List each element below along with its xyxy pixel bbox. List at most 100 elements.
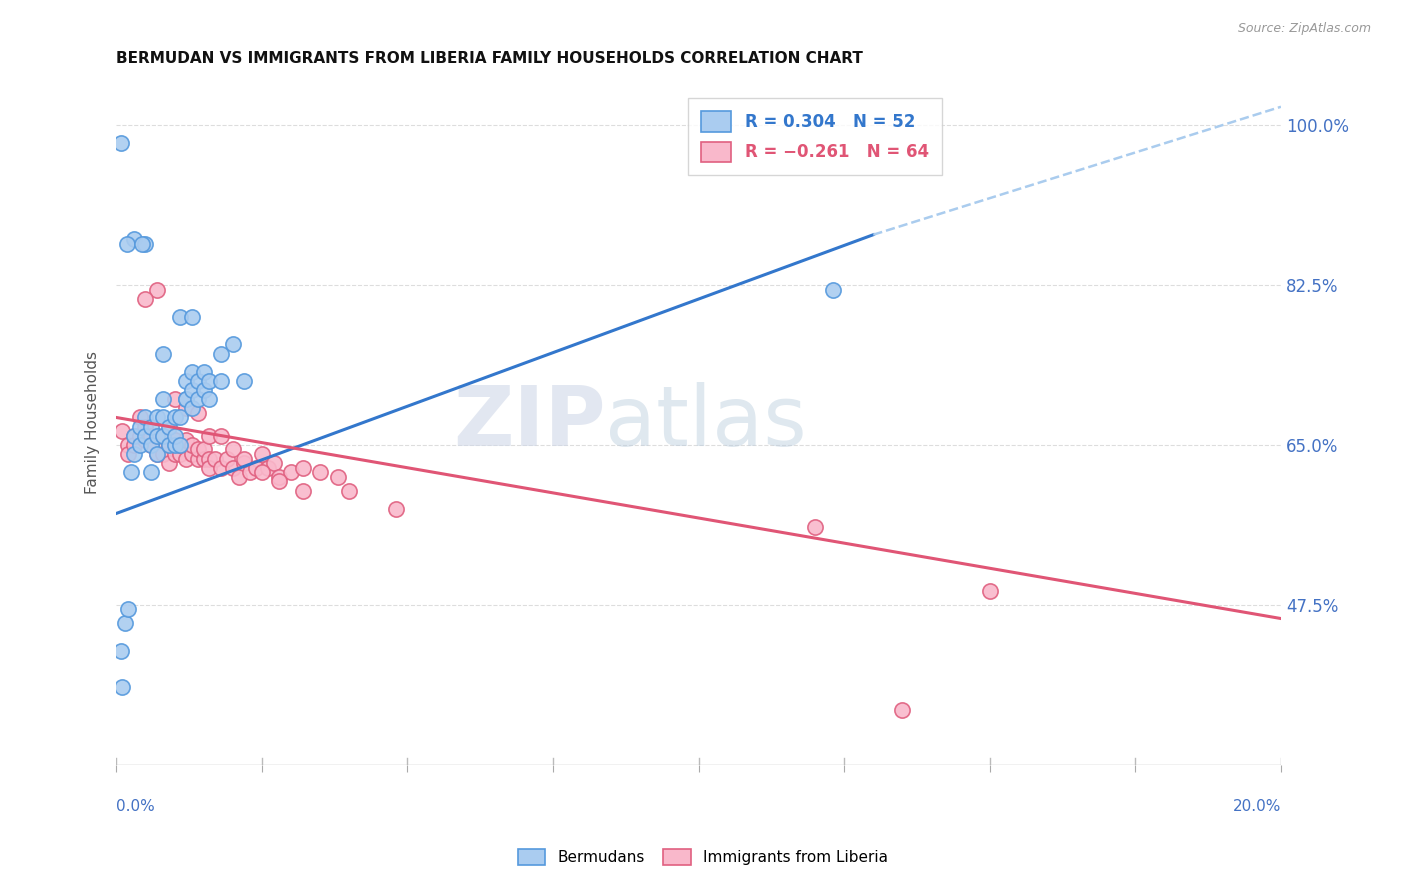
Point — [122, 447, 145, 461]
Point — [193, 383, 215, 397]
Legend: R = 0.304   N = 52, R = −0.261   N = 64: R = 0.304 N = 52, R = −0.261 N = 64 — [688, 98, 942, 176]
Point — [204, 451, 226, 466]
Text: 20.0%: 20.0% — [1233, 799, 1281, 814]
Point — [134, 236, 156, 251]
Point — [146, 283, 169, 297]
Point — [181, 310, 204, 324]
Point — [114, 616, 136, 631]
Point — [187, 392, 209, 407]
Point — [174, 401, 197, 416]
Point — [152, 346, 174, 360]
Point — [291, 460, 314, 475]
Point — [228, 470, 250, 484]
Point — [152, 447, 174, 461]
Point — [215, 451, 238, 466]
Point — [163, 410, 186, 425]
Point — [291, 483, 314, 498]
Point — [198, 429, 221, 443]
Point — [122, 429, 145, 443]
Point — [181, 401, 204, 416]
Point — [174, 374, 197, 388]
Point — [174, 392, 197, 407]
Point — [110, 643, 132, 657]
Point — [122, 232, 145, 246]
Point — [111, 424, 134, 438]
Point — [117, 602, 139, 616]
Point — [250, 466, 273, 480]
Point — [233, 456, 256, 470]
Point — [269, 470, 291, 484]
Point — [385, 501, 408, 516]
Text: BERMUDAN VS IMMIGRANTS FROM LIBERIA FAMILY HOUSEHOLDS CORRELATION CHART: BERMUDAN VS IMMIGRANTS FROM LIBERIA FAMI… — [117, 51, 863, 66]
Point — [146, 429, 169, 443]
Point — [169, 438, 191, 452]
Point — [157, 438, 180, 452]
Point — [157, 438, 180, 452]
Point — [326, 470, 349, 484]
Point — [174, 434, 197, 448]
Point — [141, 419, 163, 434]
Point — [181, 383, 204, 397]
Point — [169, 447, 191, 461]
Point — [146, 447, 169, 461]
Point — [174, 451, 197, 466]
Point — [152, 392, 174, 407]
Point — [110, 136, 132, 151]
Point — [134, 410, 156, 425]
Point — [163, 392, 186, 407]
Point — [209, 460, 232, 475]
Point — [152, 429, 174, 443]
Point — [979, 584, 1001, 599]
Point — [115, 236, 138, 251]
Point — [181, 365, 204, 379]
Point — [141, 438, 163, 452]
Point — [193, 451, 215, 466]
Point — [250, 447, 273, 461]
Point — [157, 456, 180, 470]
Text: 0.0%: 0.0% — [117, 799, 155, 814]
Point — [233, 374, 256, 388]
Text: Source: ZipAtlas.com: Source: ZipAtlas.com — [1237, 22, 1371, 36]
Point — [309, 466, 332, 480]
Point — [187, 406, 209, 420]
Point — [269, 475, 291, 489]
Point — [163, 429, 186, 443]
Point — [146, 429, 169, 443]
Point — [821, 283, 844, 297]
Point — [209, 429, 232, 443]
Point — [146, 447, 169, 461]
Point — [198, 392, 221, 407]
Point — [198, 374, 221, 388]
Point — [163, 447, 186, 461]
Point — [120, 466, 142, 480]
Point — [128, 419, 150, 434]
Point — [245, 460, 267, 475]
Point — [263, 456, 285, 470]
Point — [152, 410, 174, 425]
Point — [222, 442, 245, 457]
Point — [198, 460, 221, 475]
Point — [804, 520, 827, 534]
Point — [187, 442, 209, 457]
Y-axis label: Family Households: Family Households — [86, 351, 100, 493]
Point — [134, 434, 156, 448]
Point — [122, 438, 145, 452]
Point — [134, 429, 156, 443]
Legend: Bermudans, Immigrants from Liberia: Bermudans, Immigrants from Liberia — [512, 843, 894, 871]
Text: atlas: atlas — [606, 382, 807, 463]
Point — [111, 680, 134, 694]
Point — [117, 438, 139, 452]
Text: ZIP: ZIP — [453, 382, 606, 463]
Point — [141, 466, 163, 480]
Point — [209, 374, 232, 388]
Point — [256, 460, 278, 475]
Point — [193, 442, 215, 457]
Point — [169, 438, 191, 452]
Point — [222, 460, 245, 475]
Point — [128, 429, 150, 443]
Point — [209, 346, 232, 360]
Point — [134, 419, 156, 434]
Point — [122, 429, 145, 443]
Point — [141, 438, 163, 452]
Point — [157, 419, 180, 434]
